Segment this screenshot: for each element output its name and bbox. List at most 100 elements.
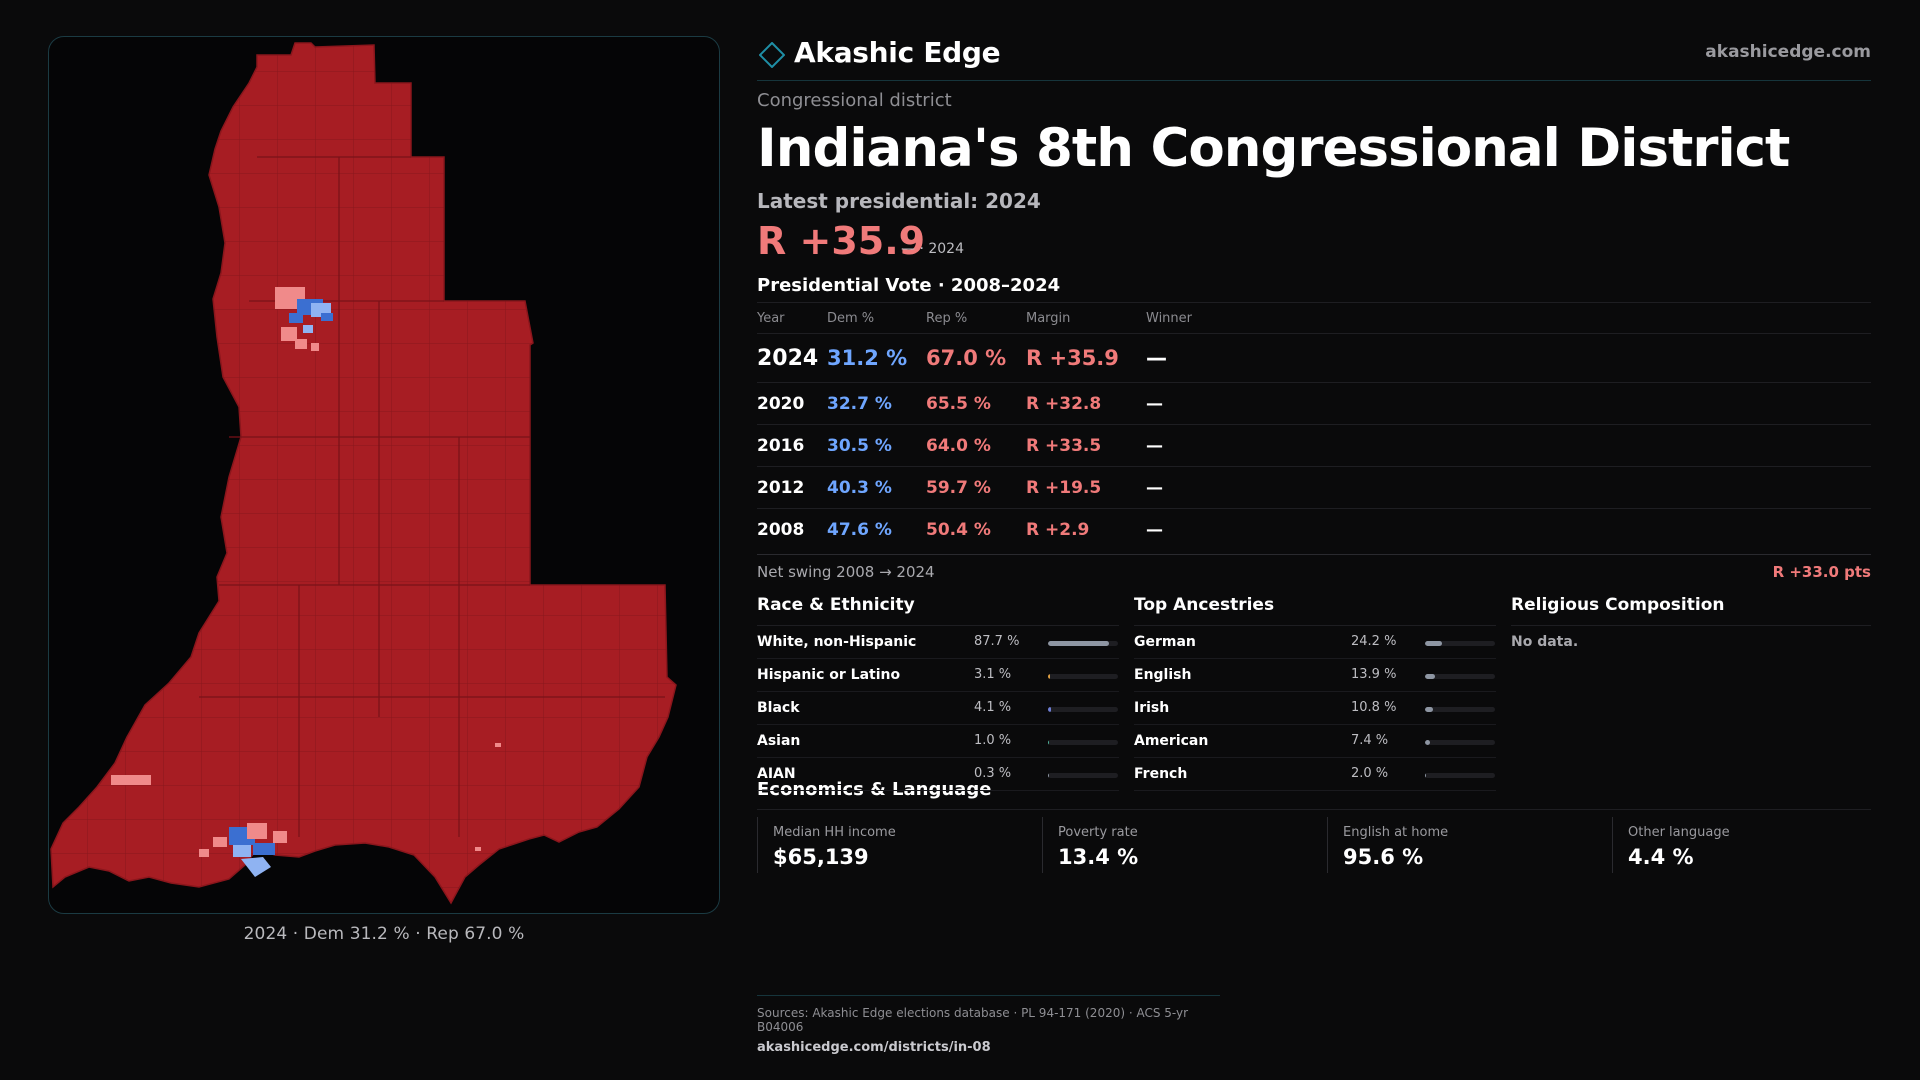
year-cell: 2012 (757, 478, 805, 498)
econ-label: Other language (1628, 825, 1730, 840)
winner-cell: — (1146, 520, 1163, 540)
table-header: Year Dem % Rep % Margin Winner (757, 302, 1871, 333)
stat-bar (1048, 674, 1118, 679)
econ-cell-poverty: Poverty rate 13.4 % (1042, 817, 1313, 873)
winner-cell: — (1146, 436, 1163, 456)
stat-row: Hispanic or Latino 3.1 % (757, 659, 1119, 692)
net-swing: Net swing 2008 → 2024 R +33.0 pts (757, 554, 1871, 583)
table-row: 2020 32.7 % 65.5 % R +32.8 — (757, 382, 1871, 424)
stat-bar (1048, 773, 1118, 778)
margin-cell: R +32.8 (1026, 394, 1102, 414)
economics-title: Economics & Language (757, 779, 1871, 810)
rep-cell: 50.4 % (926, 520, 991, 540)
stat-bar (1048, 641, 1118, 646)
ancestry-title: Top Ancestries (1134, 595, 1496, 626)
winner-cell: — (1146, 478, 1163, 498)
dem-cell: 30.5 % (827, 436, 892, 456)
district-permalink[interactable]: akashicedge.com/districts/in-08 (757, 1040, 991, 1055)
table-row: 2016 30.5 % 64.0 % R +33.5 — (757, 424, 1871, 466)
winner-cell: — (1146, 346, 1167, 370)
dem-cell: 47.6 % (827, 520, 892, 540)
stat-bar-fill (1425, 740, 1431, 745)
stat-label: English (1134, 667, 1192, 683)
econ-cell-other-language: Other language 4.4 % (1612, 817, 1883, 873)
stat-value: 3.1 % (974, 667, 1012, 682)
race-list: White, non-Hispanic 87.7 % Hispanic or Lat… (757, 626, 1119, 791)
race-ethnicity-panel: Race & Ethnicity White, non-Hispanic 87.7… (757, 595, 1119, 791)
stat-value: 87.7 % (974, 634, 1020, 649)
rep-cell: 59.7 % (926, 478, 991, 498)
column-header: Year (757, 311, 785, 326)
stat-bar (1425, 707, 1495, 712)
winner-cell: — (1146, 394, 1163, 414)
net-swing-value: R +33.0 pts (1772, 563, 1871, 581)
econ-value: 4.4 % (1628, 845, 1694, 869)
stat-value: 0.3 % (974, 766, 1012, 781)
rep-cell: 67.0 % (926, 346, 1007, 370)
margin-note: — · 2024 (901, 241, 964, 257)
demographics-section: Race & Ethnicity White, non-Hispanic 87.7… (757, 595, 1871, 791)
table-row: 2024 31.2 % 67.0 % R +35.9 — (757, 333, 1871, 382)
stat-value: 13.9 % (1351, 667, 1397, 682)
stat-value: 2.0 % (1351, 766, 1389, 781)
stat-label: Hispanic or Latino (757, 667, 901, 683)
econ-label: Median HH income (773, 825, 896, 840)
stat-bar (1425, 773, 1495, 778)
stat-value: 7.4 % (1351, 733, 1389, 748)
margin-cell: R +33.5 (1026, 436, 1102, 456)
district-map-panel[interactable] (48, 36, 720, 914)
stat-label: AIAN (757, 766, 796, 782)
brand-url-link[interactable]: akashicedge.com (1705, 42, 1871, 62)
latest-presidential: Latest presidential: 2024 (757, 189, 1041, 213)
stat-row: Asian 1.0 % (757, 725, 1119, 758)
stat-row: American 7.4 % (1134, 725, 1496, 758)
year-cell: 2016 (757, 436, 805, 456)
column-header: Rep % (926, 311, 968, 326)
stat-label: Asian (757, 733, 801, 749)
dem-cell: 31.2 % (827, 346, 908, 370)
ancestry-list: German 24.2 % English 13.9 % Irish 10.8 % Amer… (1134, 626, 1496, 791)
dem-cell: 40.3 % (827, 478, 892, 498)
footer: Sources: Akashic Edge elections database… (757, 995, 1220, 1055)
year-cell: 2024 (757, 346, 819, 371)
stat-label: French (1134, 766, 1188, 782)
stat-value: 4.1 % (974, 700, 1012, 715)
econ-value: 95.6 % (1343, 845, 1424, 869)
year-cell: 2020 (757, 394, 805, 414)
presidential-vote-title: Presidential Vote · 2008–2024 (757, 275, 1061, 296)
margin-cell: R +35.9 (1026, 346, 1119, 370)
stat-row: White, non-Hispanic 87.7 % (757, 626, 1119, 659)
column-header: Margin (1026, 311, 1071, 326)
econ-cell-income: Median HH income $65,139 (757, 817, 1028, 873)
margin-cell: R +2.9 (1026, 520, 1090, 540)
ancestry-panel: Top Ancestries German 24.2 % English 13.9 %… (1134, 595, 1496, 791)
stat-bar-fill (1425, 674, 1435, 679)
sources-note: Sources: Akashic Edge elections database… (757, 1006, 1189, 1034)
econ-label: English at home (1343, 825, 1449, 840)
stat-label: American (1134, 733, 1209, 749)
stat-value: 10.8 % (1351, 700, 1397, 715)
religion-no-data: No data. (1511, 634, 1579, 650)
stat-value: 24.2 % (1351, 634, 1397, 649)
page-kicker: Congressional district (757, 90, 952, 111)
stat-bar-fill (1048, 707, 1051, 712)
stat-row: German 24.2 % (1134, 626, 1496, 659)
page-title: Indiana's 8th Congressional District (757, 118, 1790, 179)
stat-bar-fill (1048, 740, 1050, 745)
stat-bar (1425, 674, 1495, 679)
brand-header: Akashic Edge akashicedge.com (757, 30, 1871, 81)
race-ethnicity-title: Race & Ethnicity (757, 595, 1119, 626)
stat-row: English 13.9 % (1134, 659, 1496, 692)
stat-bar-fill (1425, 641, 1442, 646)
stat-label: Irish (1134, 700, 1170, 716)
stat-row: AIAN 0.3 % (757, 758, 1119, 791)
district-map[interactable] (49, 37, 720, 914)
stat-bar (1048, 707, 1118, 712)
presidential-vote-table: Year Dem % Rep % Margin Winner 2024 31.2… (757, 302, 1871, 550)
dem-cell: 32.7 % (827, 394, 892, 414)
county-lines (199, 156, 665, 837)
stat-label: German (1134, 634, 1196, 650)
stat-row: French 2.0 % (1134, 758, 1496, 791)
column-header: Dem % (827, 311, 875, 326)
stat-row: Black 4.1 % (757, 692, 1119, 725)
